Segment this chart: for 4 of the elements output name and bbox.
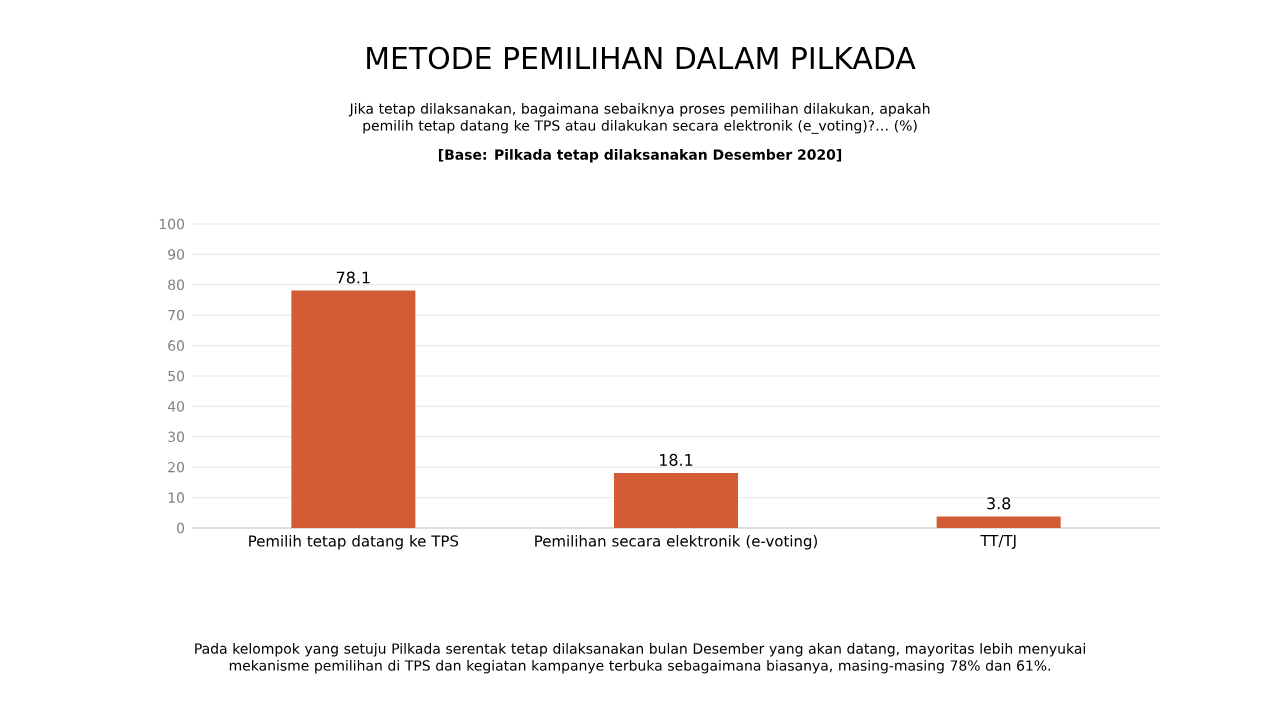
bar	[291, 290, 416, 528]
bar	[936, 516, 1061, 528]
bar	[614, 472, 739, 528]
chart-title: METODE PEMILIHAN DALAM PILKADA	[367, 46, 916, 70]
